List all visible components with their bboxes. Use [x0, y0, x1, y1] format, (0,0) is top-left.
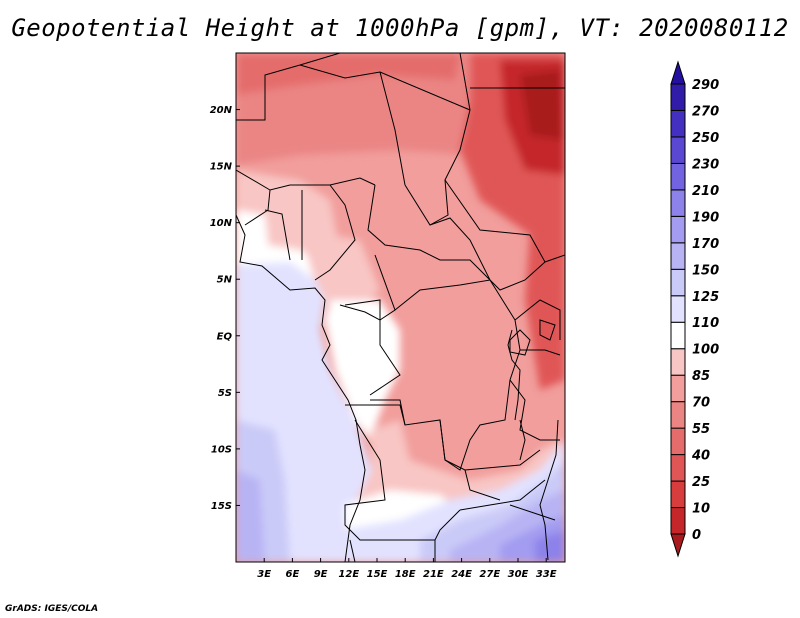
- lon-tick-label: 6E: [286, 569, 300, 580]
- lat-tick-label: 5N: [217, 275, 233, 286]
- lon-tick-label: 12E: [338, 569, 359, 580]
- colorbar-box: [670, 136, 686, 164]
- colorbar-level-label: 110: [692, 316, 719, 331]
- lon-tick-label: 21E: [423, 569, 444, 580]
- colorbar-box: [670, 507, 686, 535]
- lon-tick-label: 9E: [314, 569, 328, 580]
- colorbar-level-label: 290: [692, 78, 719, 93]
- lat-tick-label: 15S: [211, 501, 232, 512]
- map-frame: [235, 52, 566, 563]
- lon-tick-label: 3E: [257, 569, 271, 580]
- colorbar-box: [670, 480, 686, 509]
- colorbar-box: [670, 401, 686, 429]
- colorbar-level-label: 170: [692, 237, 719, 252]
- colorbar-max-triangle: [670, 60, 686, 85]
- colorbar-level-label: 85: [692, 369, 710, 384]
- lat-tick-label: 10N: [210, 218, 233, 229]
- lon-tick-label: 18E: [395, 569, 416, 580]
- colorbar-box: [670, 454, 686, 482]
- colorbar-box: [670, 109, 686, 138]
- latitude-axis: 20N 15N 10N 5N EQ 5S 10S 15S: [210, 105, 240, 512]
- colorbar-box: [670, 189, 686, 217]
- lon-tick-label: 33E: [536, 569, 557, 580]
- colorbar-box: [670, 268, 686, 297]
- lat-tick-label: EQ: [217, 331, 233, 342]
- colorbar-level-label: 270: [692, 104, 719, 119]
- lat-tick-label: 5S: [218, 388, 232, 399]
- coastline: [236, 214, 559, 562]
- colorbar-level-label: 10: [692, 502, 710, 517]
- colorbar-box: [670, 242, 686, 270]
- lat-tick-label: 10S: [211, 444, 232, 455]
- lon-tick-label: 24E: [451, 569, 472, 580]
- colorbar-level-label: 230: [692, 157, 719, 172]
- map-title: Geopotential Height at 1000hPa [gpm], VT…: [11, 14, 789, 42]
- colorbar-level-label: 25: [692, 475, 710, 490]
- credit-text: GrADS: IGES/COLA: [5, 604, 99, 614]
- colorbar-level-label: 250: [692, 131, 719, 146]
- colorbar-level-label: 100: [692, 343, 719, 358]
- lon-tick-label: 30E: [508, 569, 529, 580]
- colorbar-level-label: 40: [691, 449, 710, 464]
- height-field: [236, 53, 565, 562]
- lat-tick-label: 15N: [210, 162, 233, 173]
- colorbar-box: [670, 374, 686, 403]
- colorbar-box: [670, 321, 686, 350]
- lon-tick-label: 27E: [479, 569, 500, 580]
- colorbar-box: [670, 83, 686, 111]
- colorbar-min-triangle: [670, 533, 686, 558]
- colorbar: 0 10 25 40 55 70 85 100 110 125 150 170 190 210 230 250…: [670, 60, 719, 558]
- country-borders: [236, 53, 565, 562]
- colorbar-box: [670, 348, 686, 376]
- colorbar-level-label: 55: [692, 422, 710, 437]
- colorbar-level-label: 125: [692, 290, 719, 305]
- colorbar-level-label: 150: [692, 263, 719, 278]
- colorbar-level-label: 0: [692, 528, 701, 543]
- lon-tick-label: 15E: [367, 569, 388, 580]
- colorbar-box: [670, 215, 686, 244]
- colorbar-level-label: 210: [692, 184, 719, 199]
- colorbar-box: [670, 427, 686, 456]
- colorbar-box: [670, 162, 686, 191]
- longitude-axis: 3E 6E 9E 12E 15E 18E 21E 24E 27E 30E 33E: [257, 558, 557, 580]
- lat-tick-label: 20N: [210, 105, 233, 116]
- colorbar-level-label: 70: [692, 396, 710, 411]
- colorbar-box: [670, 295, 686, 323]
- colorbar-level-label: 190: [692, 210, 719, 225]
